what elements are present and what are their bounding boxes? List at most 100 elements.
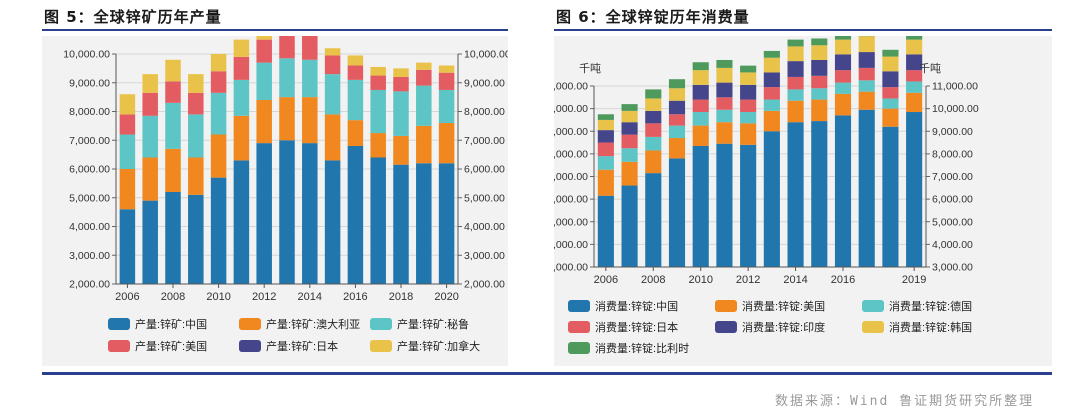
fig6-bar-s6-2008 xyxy=(645,89,662,99)
fig5-bar-s1-2010 xyxy=(210,134,227,178)
fig6-ytick-label: 3,000.00 xyxy=(554,262,588,274)
fig5-bar-s3-2014 xyxy=(302,33,318,60)
fig6-bar-s6-2013 xyxy=(763,50,780,58)
fig6-bar-s6-2007 xyxy=(621,104,638,111)
fig6-ytick-label-right: 7,000.00 xyxy=(932,171,973,183)
fig5-bar-s2-2010 xyxy=(210,92,227,135)
fig5-bar-s0-2007 xyxy=(142,200,158,284)
fig6-bar-s1-2009 xyxy=(668,138,686,159)
fig6-bar-s4-2014 xyxy=(787,61,804,77)
fig6-bar-s4-2006 xyxy=(597,130,614,143)
fig5-ytick-label-right: 5,000.00 xyxy=(464,192,505,204)
fig5-ytick-label-right: 6,000.00 xyxy=(464,164,505,176)
fig6-bar-s6-2011 xyxy=(716,59,733,68)
fig5-bar-s5-2015 xyxy=(324,48,341,56)
fig5-bar-s1-2015 xyxy=(324,114,341,161)
fig6-bar-s5-2007 xyxy=(621,110,638,123)
fig6-bar-s4-2012 xyxy=(740,84,757,100)
bottom-rule xyxy=(42,372,1052,375)
fig6-legend-swatch-1 xyxy=(715,300,737,312)
fig6-ytick-label: 11,000.00 xyxy=(554,81,588,93)
fig6-legend-label-6: 消费量:锌锭:比利时 xyxy=(595,341,689,355)
fig6-bar-s3-2018 xyxy=(882,87,899,99)
fig5-legend-swatch-0 xyxy=(108,318,130,330)
fig5-bar-s1-2007 xyxy=(142,157,158,201)
fig6-bar-s0-2015 xyxy=(811,121,828,267)
fig5-bar-s1-2012 xyxy=(256,100,272,144)
fig5-bar-s2-2011 xyxy=(233,79,250,116)
fig5-xtick-label: 2012 xyxy=(252,291,276,303)
fig6-legend-label-2: 消费量:锌锭:德国 xyxy=(889,299,972,313)
fig6-bar-s3-2012 xyxy=(740,99,757,113)
fig6-bar-s0-2010 xyxy=(692,145,709,267)
fig5-bar-s1-2014 xyxy=(302,97,318,144)
fig5-bar-s5-2009 xyxy=(188,74,204,93)
fig6-bar-s6-2018 xyxy=(882,49,899,57)
fig5-ytick-label: 6,000.00 xyxy=(69,164,110,176)
fig5-bar-s5-2006 xyxy=(119,94,136,115)
fig5-bar-s3-2013 xyxy=(279,35,295,59)
fig6-xtick-label: 2019 xyxy=(902,274,926,286)
fig5-bar-s2-2009 xyxy=(188,114,204,158)
fig5-legend-label-5: 产量:锌矿:加拿大 xyxy=(397,339,480,353)
fig6-ytick-label-right: 8,000.00 xyxy=(932,148,973,160)
fig5-ytick-label-right: 7,000.00 xyxy=(464,135,505,147)
fig6-legend-swatch-3 xyxy=(568,321,590,333)
fig5-bar-s5-2018 xyxy=(393,68,409,77)
fig5-bar-s1-2013 xyxy=(279,97,295,141)
fig5-ytick-label-right: 8,000.00 xyxy=(464,106,505,118)
fig5-ytick-label-right: 3,000.00 xyxy=(464,250,505,262)
source-note: 数据来源：Wind 鲁证期货研究所整理 xyxy=(775,394,1035,409)
fig6-bar-s3-2015 xyxy=(811,75,828,89)
fig5-bar-s2-2008 xyxy=(165,102,181,149)
fig6-bar-s4-2019 xyxy=(906,54,923,71)
fig5-bar-s2-2017 xyxy=(370,89,386,134)
fig6-bar-s6-2009 xyxy=(668,79,686,89)
fig5-bar-s0-2016 xyxy=(347,146,364,284)
fig6-bar-s1-2019 xyxy=(906,92,923,113)
fig5-bar-s2-2012 xyxy=(256,62,272,100)
fig6-bar-s4-2009 xyxy=(668,100,686,115)
fig5-bar-s0-2010 xyxy=(210,177,227,284)
fig5-bar-s1-2009 xyxy=(188,157,204,195)
fig6-bar-s6-2010 xyxy=(692,62,709,71)
fig5-ytick-label: 8,000.00 xyxy=(69,106,110,118)
fig6-bar-s3-2007 xyxy=(621,134,638,149)
fig6-bar-s1-2013 xyxy=(763,110,780,132)
fig5-bar-s0-2020 xyxy=(438,163,455,284)
fig6-bar-s4-2015 xyxy=(811,59,828,76)
fig6-bar-s4-2016 xyxy=(834,54,852,71)
fig6-xtick-label: 2010 xyxy=(688,274,712,286)
fig6-bar-s0-2012 xyxy=(740,144,757,267)
fig6-bar-s5-2019 xyxy=(906,39,923,55)
fig5-legend-label-2: 产量:锌矿:秘鲁 xyxy=(397,317,469,331)
fig5-bar-s2-2013 xyxy=(279,58,295,98)
fig6-bar-s5-2010 xyxy=(692,70,709,85)
fig5-bar-s3-2007 xyxy=(142,92,158,116)
fig6-title: 图 6：全球锌锭历年消费量 xyxy=(556,8,750,26)
fig6-bar-s5-2008 xyxy=(645,98,662,111)
fig6-bar-s3-2014 xyxy=(787,76,804,90)
fig6-bar-s3-2017 xyxy=(858,67,875,81)
fig6-bar-s6-2012 xyxy=(740,65,757,73)
fig5-bar-s5-2020 xyxy=(438,65,455,73)
fig5-ytick-label: 5,000.00 xyxy=(69,192,110,204)
fig6-ytick-label: 9,000.00 xyxy=(554,126,588,138)
fig6-bar-s1-2008 xyxy=(645,150,662,174)
fig6-bar-s1-2017 xyxy=(858,91,875,110)
fig5-bar-s1-2020 xyxy=(438,123,455,164)
fig6-bar-s5-2012 xyxy=(740,72,757,85)
fig6-ytick-label: 6,000.00 xyxy=(554,194,588,206)
fig6-xtick-label: 2016 xyxy=(831,274,855,286)
fig6-bar-s3-2010 xyxy=(692,99,709,113)
fig5-bar-s2-2020 xyxy=(438,89,455,123)
fig6-bar-s0-2016 xyxy=(834,115,852,267)
fig5-xtick-label: 2014 xyxy=(298,291,322,303)
fig5-bar-s5-2011 xyxy=(233,39,250,57)
fig5-bar-s5-2017 xyxy=(370,66,386,76)
fig6-title-rule xyxy=(554,29,1052,31)
fig6-legend-label-5: 消费量:锌锭:韩国 xyxy=(889,320,972,334)
fig6-bar-s1-2016 xyxy=(834,93,852,116)
fig5-legend-swatch-5 xyxy=(370,340,392,352)
fig6-bar-s0-2008 xyxy=(645,173,662,267)
